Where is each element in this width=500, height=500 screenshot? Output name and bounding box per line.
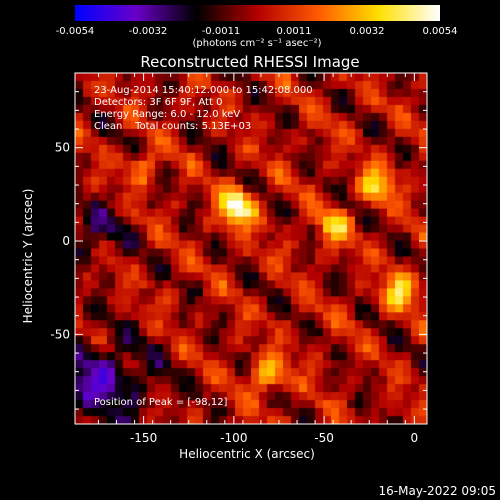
x-tick-label: -100 — [220, 431, 247, 445]
colorbar-tick-2: -0.0011 — [201, 26, 241, 37]
annotation-clean-counts: Clean Total counts: 5.13E+03 — [94, 121, 252, 132]
axes: -150 -100 -50 0 50 0 -50 — [50, 72, 427, 445]
annotation-block: 23-Aug-2014 15:40:12.000 to 15:42:08.000… — [94, 85, 313, 133]
y-axis-label: Heliocentric Y (arcsec) — [21, 188, 35, 324]
colorbar-tick-5: 0.0054 — [422, 26, 458, 37]
heatmap-image — [75, 73, 427, 424]
annotation-energy-range: Energy Range: 6.0 - 12.0 keV — [94, 109, 241, 120]
colorbar-tick-4: 0.0032 — [349, 26, 385, 37]
colorbar-ticks: -0.0054 -0.0032 -0.0011 0.0011 0.0032 0.… — [0, 0, 500, 60]
x-tick-label: -50 — [314, 431, 334, 445]
colorbar — [75, 5, 440, 21]
x-axis-label: Heliocentric X (arcsec) — [179, 447, 315, 461]
colorbar-tick-3: 0.0011 — [276, 26, 312, 37]
annotation-time-range: 23-Aug-2014 15:40:12.000 to 15:42:08.000 — [94, 85, 313, 96]
annotation-detectors: Detectors: 3F 6F 9F, Att 0 — [94, 97, 223, 108]
colorbar-tick-1: -0.0032 — [128, 26, 168, 37]
y-tick-label: 50 — [55, 141, 70, 155]
plot-frame — [74, 72, 428, 425]
colorbar-tick-0: -0.0054 — [55, 26, 95, 37]
y-tick-label: 0 — [62, 234, 70, 248]
x-tick-label: -150 — [130, 431, 157, 445]
x-tick-label: 0 — [411, 431, 419, 445]
timestamp: 16-May-2022 09:05 — [378, 484, 496, 498]
chart-title: Reconstructed RHESSI Image — [140, 53, 360, 71]
colorbar-units: (photons cm⁻² s⁻¹ asec⁻²) — [192, 38, 322, 49]
peak-position-label: Position of Peak = [-98,12] — [94, 397, 228, 408]
y-tick-label: -50 — [50, 327, 70, 341]
